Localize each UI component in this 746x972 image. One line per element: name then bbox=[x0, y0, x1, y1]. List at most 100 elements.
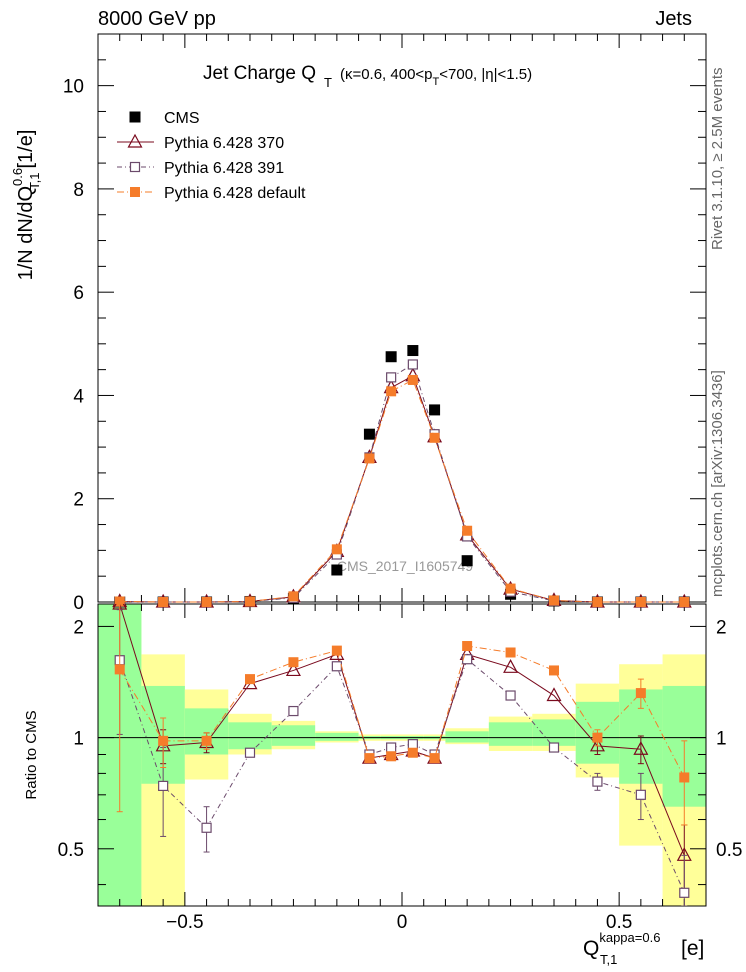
main-data-point bbox=[386, 386, 397, 397]
x-tick-label: −0.5 bbox=[166, 912, 204, 933]
main-data-point bbox=[549, 595, 559, 606]
ratio-data-point bbox=[549, 665, 559, 676]
ratio-series bbox=[112, 604, 692, 906]
y-tick-label-main: 0 bbox=[73, 593, 84, 614]
ratio-data-point bbox=[158, 735, 169, 746]
ratio-data-point bbox=[364, 753, 375, 764]
ratio-band-inner bbox=[228, 722, 272, 750]
main-series bbox=[112, 345, 692, 608]
ratio-data-point bbox=[462, 641, 473, 652]
ratio-data-point bbox=[679, 772, 690, 783]
main-data-point bbox=[331, 564, 343, 576]
main-data-point bbox=[462, 525, 473, 536]
ratio-data-point bbox=[589, 737, 605, 752]
x-tick-label: 0 bbox=[397, 912, 408, 933]
y-tick-label-ratio-right: 2 bbox=[716, 617, 727, 638]
main-data-point bbox=[385, 351, 397, 363]
ratio-data-point bbox=[244, 747, 256, 758]
ratio-series-line bbox=[119, 658, 685, 894]
ratio-band-inner bbox=[488, 722, 533, 746]
ratio-band-inner bbox=[532, 719, 576, 746]
title-cuts-sub: T bbox=[433, 76, 440, 88]
y-label-main-text: 1/N dN/dQ bbox=[15, 186, 37, 280]
ratio-data-point bbox=[331, 645, 342, 656]
main-data-point bbox=[363, 428, 375, 440]
y-tick-label-ratio: 0.5 bbox=[58, 840, 84, 861]
ratio-data-point bbox=[114, 664, 125, 675]
main-data-point bbox=[201, 597, 212, 607]
legend-marker bbox=[127, 133, 143, 148]
main-data-point bbox=[158, 597, 169, 607]
main-data-point bbox=[429, 404, 441, 416]
legend: CMS Pythia 6.428 370 Pythia 6.428 391 Pythi… bbox=[117, 110, 306, 202]
legend-label: Pythia 6.428 370 bbox=[164, 135, 284, 152]
legend-label: Pythia 6.428 391 bbox=[164, 160, 284, 177]
main-data-point bbox=[407, 359, 418, 370]
legend-marker bbox=[129, 161, 141, 173]
main-data-point bbox=[331, 544, 342, 555]
ratio-data-point bbox=[503, 659, 519, 673]
ratio-band-inner bbox=[271, 725, 316, 746]
y-label-main-unit: [1/e] bbox=[15, 130, 37, 169]
legend-label: Pythia 6.428 default bbox=[164, 185, 306, 202]
x-axis-label: Qkappa=0.6 T,1 [e] bbox=[583, 930, 704, 967]
ratio-data-point bbox=[429, 753, 440, 764]
ratio-data-point bbox=[288, 705, 299, 717]
y-tick-label-main: 6 bbox=[73, 283, 84, 304]
ratio-data-point bbox=[288, 657, 299, 668]
y-label-main-sub: T,1 bbox=[27, 173, 42, 190]
main-data-point bbox=[407, 345, 419, 357]
ratio-series-line bbox=[119, 645, 685, 778]
ratio-data-point bbox=[679, 887, 690, 898]
y-axis-label-main: 1/N dN/dQ0.6 T,1 [1/e] bbox=[10, 130, 42, 281]
legend-marker bbox=[130, 187, 140, 197]
main-data-point bbox=[407, 374, 418, 385]
ratio-data-point bbox=[201, 822, 212, 833]
side-text-rivet: Rivet 3.1.10, ≥ 2.5M events bbox=[709, 68, 726, 251]
ratio-data-point bbox=[505, 690, 516, 701]
ratio-data-point bbox=[546, 687, 562, 702]
title-main: Jet Charge Q bbox=[203, 63, 316, 84]
ratio-data-point bbox=[407, 739, 418, 750]
main-data-point bbox=[114, 596, 125, 607]
ratio-band-inner bbox=[315, 732, 359, 741]
y-label-main-sup: 0.6 bbox=[10, 168, 25, 186]
ratio-series-line bbox=[119, 604, 685, 856]
ratio-data-point bbox=[592, 732, 603, 743]
main-data-point bbox=[461, 555, 473, 567]
main-data-point bbox=[364, 453, 375, 464]
title-cuts: (κ=0.6, 400<p bbox=[340, 66, 433, 83]
y-tick-label-ratio-right: 0.5 bbox=[716, 840, 742, 861]
main-data-point bbox=[386, 372, 397, 383]
main-data-point bbox=[635, 597, 646, 607]
ratio-data-point bbox=[633, 740, 649, 755]
title-cuts-end: <700, |η|<1.5) bbox=[439, 66, 532, 83]
watermark: CMS_2017_I1605749 bbox=[337, 558, 473, 574]
legend-label: CMS bbox=[164, 110, 200, 127]
x-label-sub: T,1 bbox=[600, 952, 617, 967]
ratio-data-point bbox=[285, 662, 301, 677]
ratio-data-point bbox=[462, 654, 473, 665]
ratio-data-point bbox=[548, 742, 560, 753]
y-tick-label-main: 8 bbox=[73, 180, 84, 201]
header-right: Jets bbox=[655, 8, 692, 30]
legend-marker bbox=[129, 111, 141, 123]
ratio-data-point bbox=[635, 789, 646, 800]
ratio-data-point bbox=[201, 735, 212, 746]
main-series-line bbox=[119, 379, 685, 603]
ratio-data-point bbox=[635, 688, 646, 699]
main-data-point bbox=[288, 591, 299, 602]
main-data-point bbox=[592, 597, 603, 607]
header-left: 8000 GeV pp bbox=[98, 8, 216, 30]
y-tick-label-main: 10 bbox=[63, 77, 84, 98]
ratio-data-point bbox=[331, 661, 342, 672]
x-label-unit: [e] bbox=[681, 937, 704, 960]
y-tick-label-ratio-right: 1 bbox=[716, 729, 727, 750]
ratio-data-point bbox=[386, 751, 397, 762]
y-tick-label-ratio: 1 bbox=[73, 729, 84, 750]
y-axis-label-ratio: Ratio to CMS bbox=[23, 710, 40, 799]
ratio-data-point bbox=[505, 647, 516, 658]
main-data-point bbox=[245, 596, 255, 607]
ratio-data-point bbox=[592, 776, 603, 787]
